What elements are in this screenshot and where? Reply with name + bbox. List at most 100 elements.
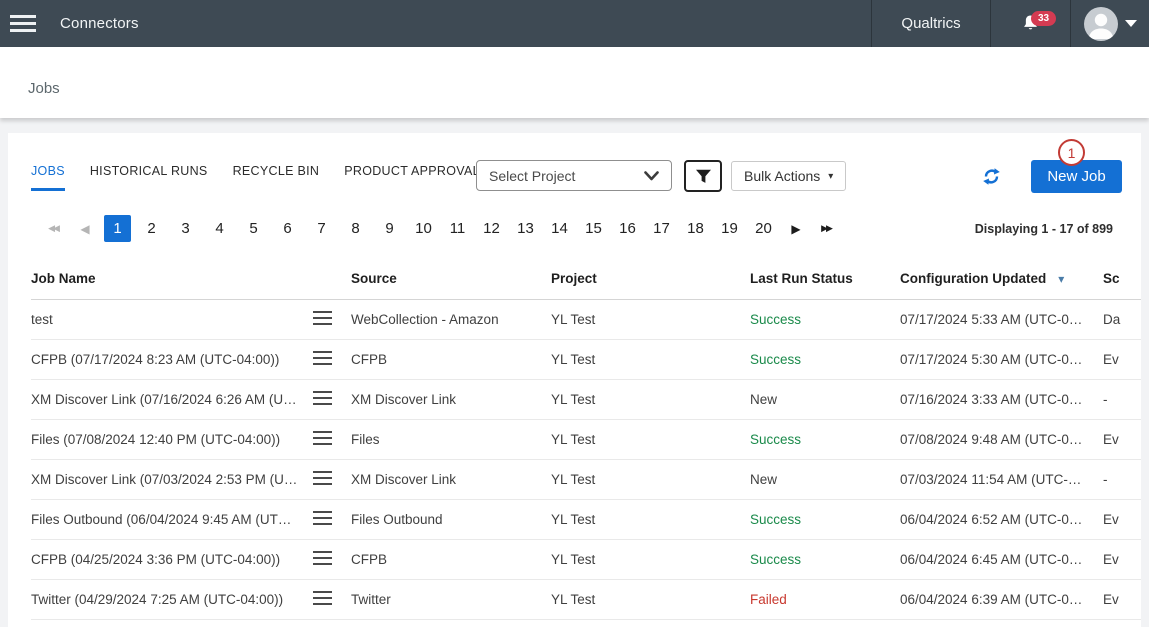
status-cell: New [750, 472, 778, 487]
config-updated-cell: 07/17/2024 5:30 AM (UTC-0… [900, 352, 1083, 367]
job-name-cell[interactable]: Twitter (04/29/2024 7:25 AM (UTC-04:00)) [31, 592, 284, 607]
table-row[interactable]: Files (07/08/2024 12:40 PM (UTC-04:00)) … [31, 420, 1141, 460]
pagination-page-14[interactable]: 14 [546, 215, 573, 242]
pagination-page-15[interactable]: 15 [580, 215, 607, 242]
pagination-page-17[interactable]: 17 [648, 215, 675, 242]
column-header-schedule[interactable]: Sc [1103, 270, 1120, 286]
first-page-button[interactable]: ◀◀ [42, 215, 66, 242]
pagination-page-10[interactable]: 10 [410, 215, 437, 242]
project-cell: YL Test [551, 432, 596, 447]
table-row[interactable]: Twitter (04/29/2024 7:25 AM (UTC-04:00))… [31, 580, 1141, 620]
previous-page-button[interactable]: ◀ [73, 215, 97, 242]
schedule-cell: Da [1103, 312, 1121, 327]
table-row[interactable]: CFPB (07/17/2024 8:23 AM (UTC-04:00)) CF… [31, 340, 1141, 380]
pagination-page-6[interactable]: 6 [274, 215, 301, 242]
row-menu-icon [313, 511, 332, 525]
row-menu-icon [313, 311, 332, 325]
job-name-cell[interactable]: XM Discover Link (07/16/2024 6:26 AM (U… [31, 392, 297, 407]
source-cell: CFPB [351, 552, 388, 567]
project-cell: YL Test [551, 472, 596, 487]
hamburger-menu-button[interactable] [0, 15, 46, 32]
pagination-page-8[interactable]: 8 [342, 215, 369, 242]
table-row[interactable]: Files Outbound (06/04/2024 9:45 AM (UT… … [31, 500, 1141, 540]
pagination-page-7[interactable]: 7 [308, 215, 335, 242]
pagination-page-3[interactable]: 3 [172, 215, 199, 242]
row-menu-icon [313, 351, 332, 365]
pagination-pages: 1 2 3 4 5 6 7 8 9 10 11 12 13 14 15 16 17 18 19 20 [104, 215, 777, 242]
column-header-source[interactable]: Source [351, 270, 397, 286]
pagination-page-18[interactable]: 18 [682, 215, 709, 242]
job-name-cell[interactable]: CFPB (07/17/2024 8:23 AM (UTC-04:00)) [31, 352, 280, 367]
table-row[interactable]: test WebCollection - Amazon YL Test Succ… [31, 300, 1141, 340]
job-name-cell[interactable]: test [31, 312, 53, 327]
hamburger-icon [10, 15, 36, 32]
chevron-down-icon [1124, 20, 1137, 27]
row-menu-button[interactable] [313, 391, 351, 408]
funnel-icon [695, 169, 711, 183]
table-header-row: Job Name Source Project Last Run Status … [31, 257, 1141, 300]
row-menu-button[interactable] [313, 551, 351, 568]
page-header: Jobs [0, 47, 1149, 118]
refresh-button[interactable] [982, 167, 1002, 187]
column-header-last-run-status[interactable]: Last Run Status [750, 270, 853, 286]
project-cell: YL Test [551, 312, 596, 327]
bulk-actions-dropdown[interactable]: Bulk Actions ▾ [731, 161, 847, 191]
brand-section: Qualtrics [871, 0, 991, 47]
next-page-button[interactable]: ▶ [784, 215, 808, 242]
bulk-actions-label: Bulk Actions [744, 168, 821, 184]
column-header-configuration-updated[interactable]: Configuration Updated ▾ [900, 271, 1103, 286]
table-row[interactable]: XM Discover Link (07/16/2024 6:26 AM (U…… [31, 380, 1141, 420]
row-menu-icon [313, 591, 332, 605]
topbar-right: Qualtrics 33 [871, 0, 1149, 47]
pagination-page-20[interactable]: 20 [750, 215, 777, 242]
row-menu-button[interactable] [313, 511, 351, 528]
row-menu-button[interactable] [313, 471, 351, 488]
last-page-button[interactable]: ▶▶ [815, 215, 839, 242]
project-select[interactable]: Select Project [476, 160, 672, 191]
schedule-cell: Ev [1103, 592, 1119, 607]
row-menu-button[interactable] [313, 591, 351, 608]
account-menu-button[interactable] [1071, 0, 1149, 47]
schedule-cell: Ev [1103, 552, 1119, 567]
source-cell: Files Outbound [351, 512, 443, 527]
pagination-page-9[interactable]: 9 [376, 215, 403, 242]
sort-descending-icon[interactable]: ▾ [1058, 271, 1065, 286]
pagination-page-12[interactable]: 12 [478, 215, 505, 242]
filter-button[interactable] [684, 160, 722, 192]
table-row[interactable]: CFPB (04/25/2024 3:36 PM (UTC-04:00)) CF… [31, 540, 1141, 580]
pagination-page-2[interactable]: 2 [138, 215, 165, 242]
tab-historical-runs[interactable]: HISTORICAL RUNS [89, 164, 208, 178]
job-name-cell[interactable]: XM Discover Link (07/03/2024 2:53 PM (U… [31, 472, 298, 487]
app-title: Connectors [60, 15, 139, 32]
schedule-cell: Ev [1103, 512, 1119, 527]
row-menu-button[interactable] [313, 431, 351, 448]
tab-recycle-bin[interactable]: RECYCLE BIN [232, 164, 320, 178]
pagination-page-1[interactable]: 1 [104, 215, 131, 242]
source-cell: XM Discover Link [351, 472, 457, 487]
new-job-button[interactable]: New Job [1031, 160, 1122, 193]
pagination-page-16[interactable]: 16 [614, 215, 641, 242]
source-cell: CFPB [351, 352, 388, 367]
row-menu-button[interactable] [313, 311, 351, 328]
config-updated-cell: 06/04/2024 6:45 AM (UTC-0… [900, 552, 1083, 567]
pagination-page-4[interactable]: 4 [206, 215, 233, 242]
pagination-page-19[interactable]: 19 [716, 215, 743, 242]
jobs-table: Job Name Source Project Last Run Status … [8, 257, 1141, 620]
status-cell: Success [750, 512, 802, 527]
column-header-job-name[interactable]: Job Name [31, 270, 96, 286]
row-menu-button[interactable] [313, 351, 351, 368]
pagination-page-11[interactable]: 11 [444, 215, 471, 242]
schedule-cell: Ev [1103, 352, 1119, 367]
page-title: Jobs [28, 80, 60, 97]
pagination-page-5[interactable]: 5 [240, 215, 267, 242]
config-updated-cell: 07/16/2024 3:33 AM (UTC-0… [900, 392, 1083, 407]
job-name-cell[interactable]: Files (07/08/2024 12:40 PM (UTC-04:00)) [31, 432, 281, 447]
tab-product-approval[interactable]: PRODUCT APPROVAL [344, 164, 480, 178]
pagination-page-13[interactable]: 13 [512, 215, 539, 242]
column-header-project[interactable]: Project [551, 270, 597, 286]
tab-jobs[interactable]: JOBS [31, 164, 65, 191]
table-row[interactable]: XM Discover Link (07/03/2024 2:53 PM (U…… [31, 460, 1141, 500]
job-name-cell[interactable]: Files Outbound (06/04/2024 9:45 AM (UT… [31, 512, 292, 527]
job-name-cell[interactable]: CFPB (04/25/2024 3:36 PM (UTC-04:00)) [31, 552, 281, 567]
notifications-button[interactable]: 33 [991, 0, 1071, 47]
